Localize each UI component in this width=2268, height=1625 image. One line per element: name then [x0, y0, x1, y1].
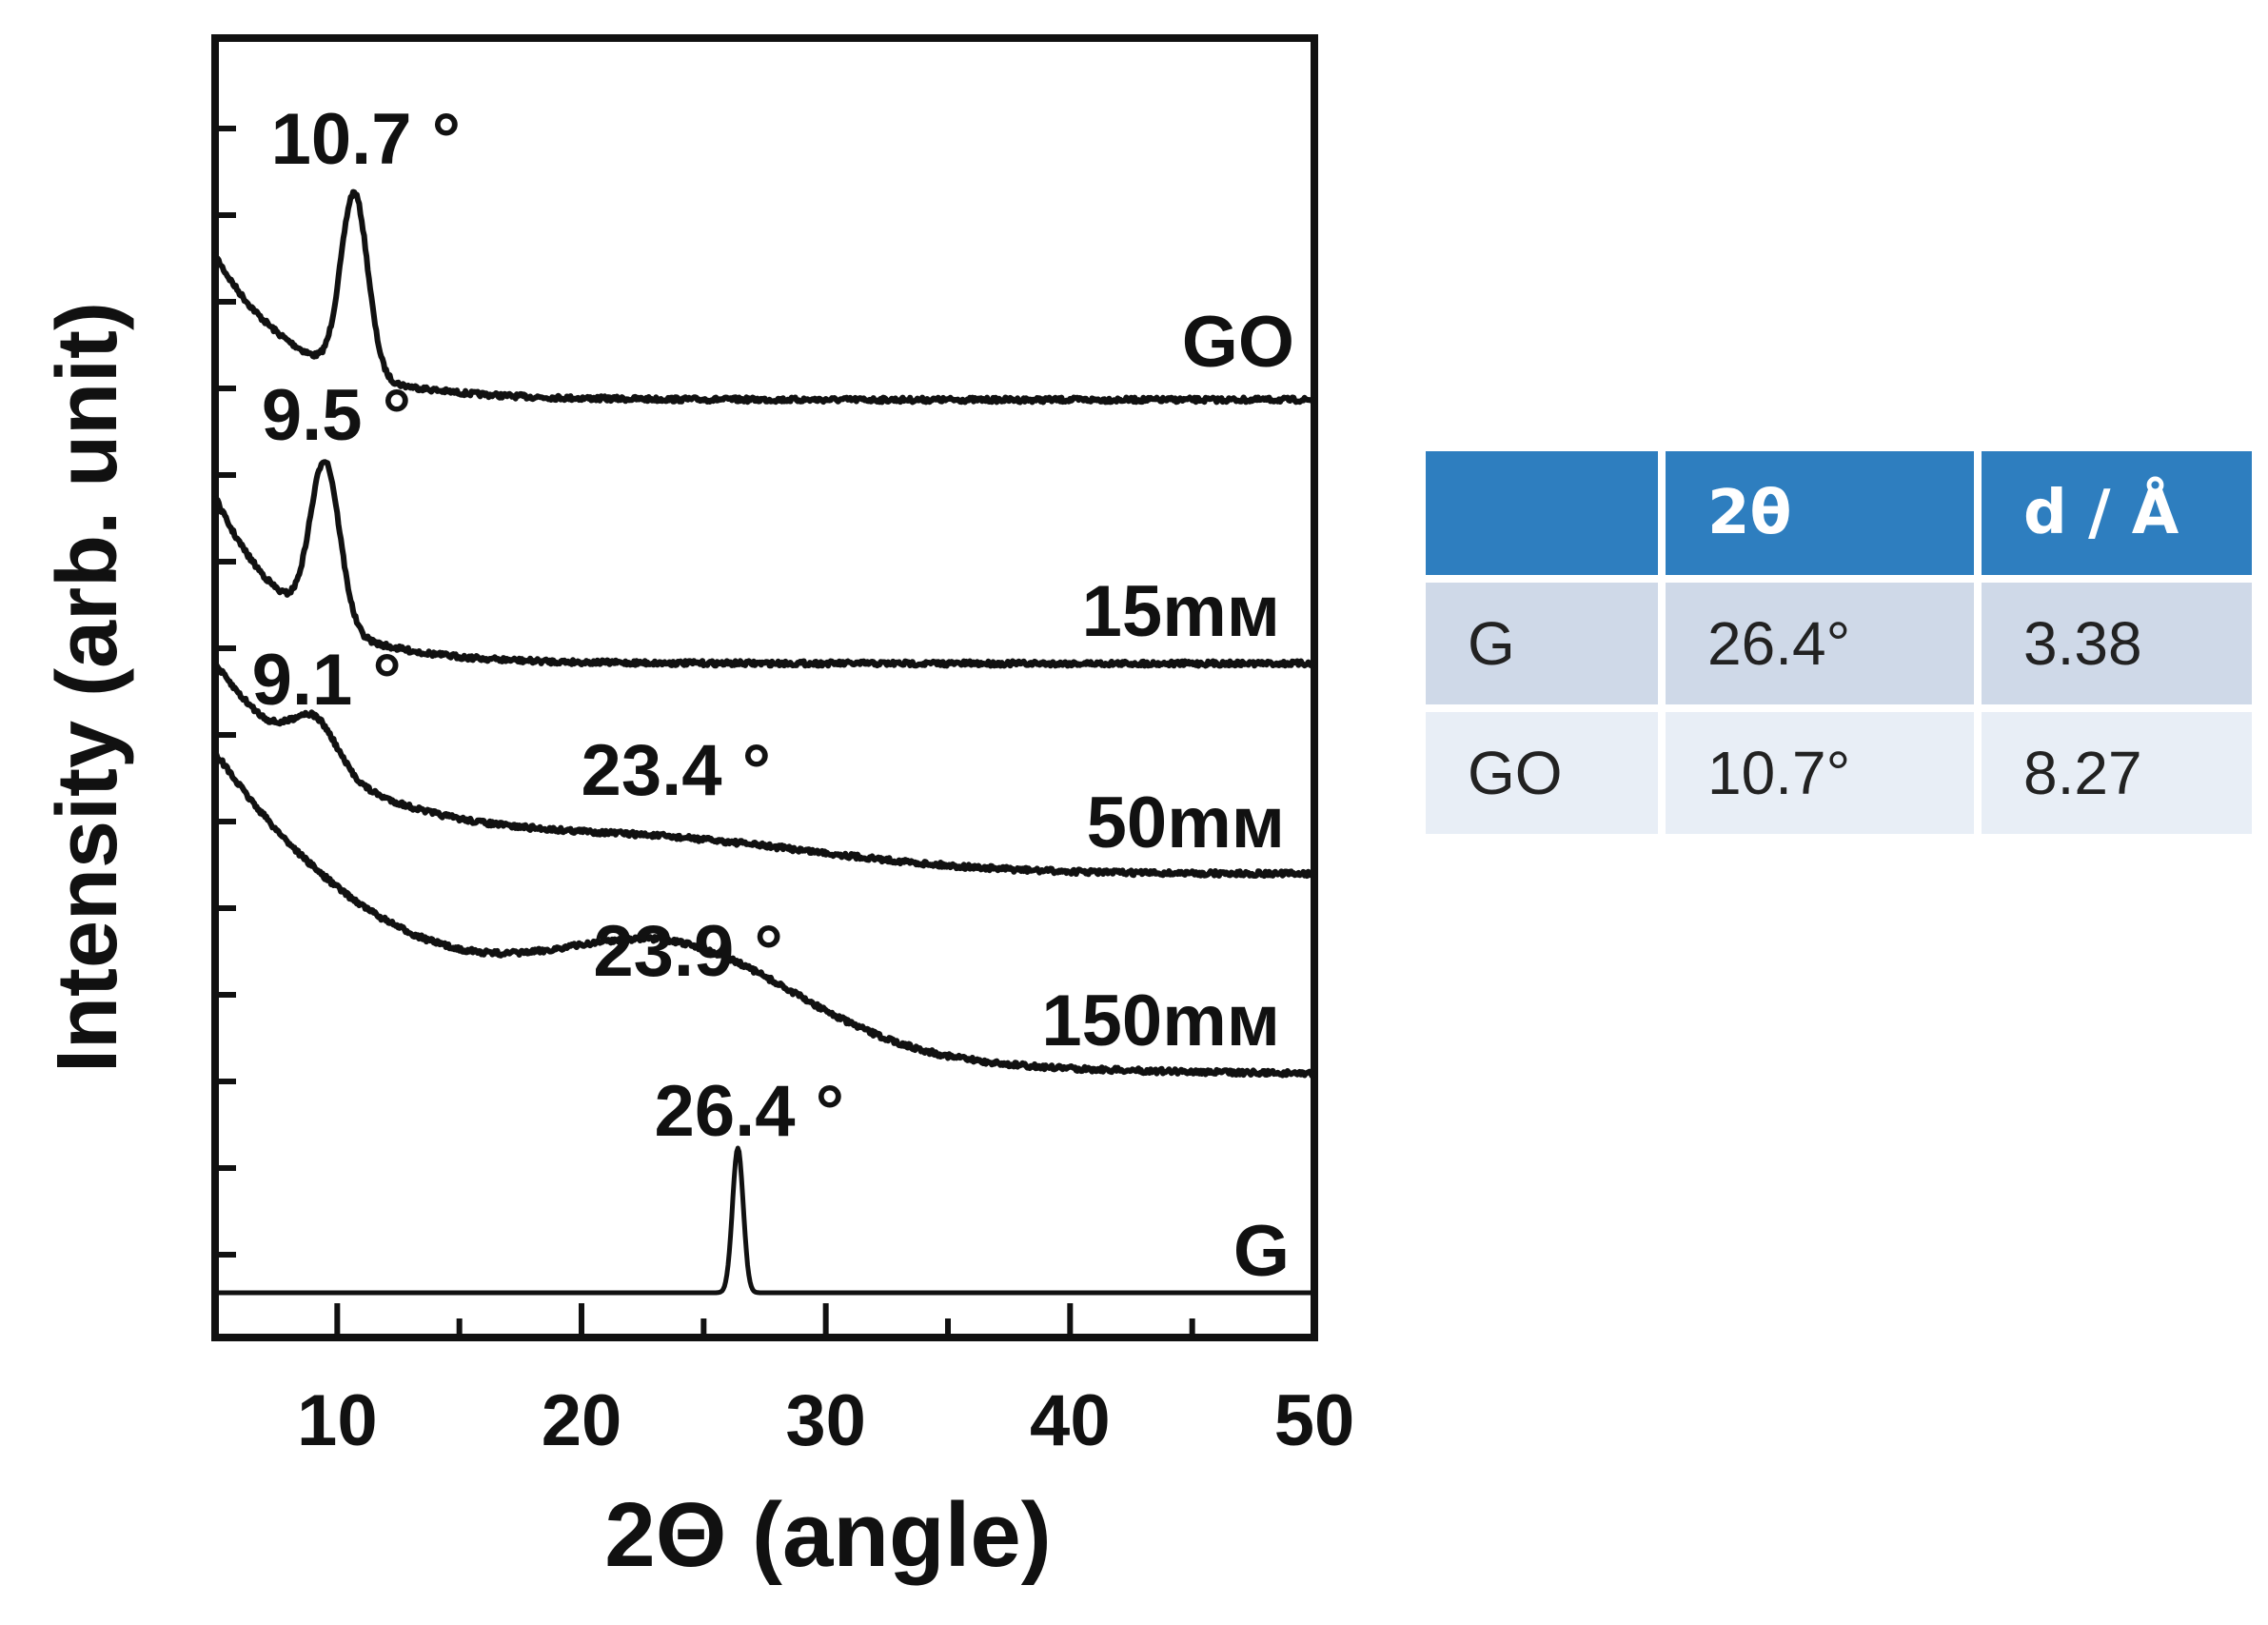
- series-line: [212, 188, 1316, 406]
- series-line: [212, 750, 1317, 1079]
- series-line: [213, 1145, 1316, 1296]
- table-header-cell: [1426, 451, 1658, 575]
- table-header-2theta: 2θ: [1666, 451, 1974, 575]
- table-header-d-spacing: d / Å: [1982, 451, 2252, 575]
- series-label: 15mм: [1082, 571, 1280, 652]
- x-tick-label: 10: [297, 1380, 378, 1461]
- series-label: G: [1233, 1211, 1290, 1292]
- peak-label: 10.7 °: [271, 99, 461, 180]
- xrd-chart: 10 20 30 40 50 GO 10.7 ° 15mм 9.5 ° 50mм 9.1 ° 23.…: [40, 34, 1355, 1586]
- x-axis-label: 2Θ (angle): [604, 1484, 1051, 1586]
- x-tick-label: 30: [785, 1380, 866, 1461]
- series-line: [213, 662, 1317, 880]
- table-cell-2theta: 10.7°: [1666, 712, 1974, 834]
- plot-frame: [211, 34, 1318, 1341]
- series-label: 150mм: [1041, 981, 1280, 1061]
- peak-label: 23.4 °: [582, 730, 771, 811]
- series-label: GO: [1182, 302, 1294, 383]
- d-spacing-table: 2θ d / Å G 26.4° 3.38 GO 10.7° 8.27: [1418, 444, 2259, 842]
- table-cell-2theta: 26.4°: [1666, 583, 1974, 704]
- peak-label: 26.4 °: [655, 1071, 844, 1152]
- peak-label: 9.1 °: [252, 640, 402, 721]
- table-cell-sample: GO: [1426, 712, 1658, 834]
- table-row: G 26.4° 3.38: [1426, 583, 2252, 704]
- table-cell-d: 8.27: [1982, 712, 2252, 834]
- table-cell-sample: G: [1426, 583, 1658, 704]
- x-tick-label: 50: [1274, 1380, 1355, 1461]
- series-label: 50mм: [1087, 783, 1285, 863]
- table-cell-d: 3.38: [1982, 583, 2252, 704]
- table-row: GO 10.7° 8.27: [1426, 712, 2252, 834]
- peak-label: 9.5 °: [262, 375, 411, 456]
- peak-label: 23.9 °: [593, 911, 782, 992]
- x-tick-label: 20: [542, 1380, 622, 1461]
- x-tick-label: 40: [1030, 1380, 1111, 1461]
- y-axis-label: Intensity (arb. unit): [40, 302, 135, 1073]
- series-line: [212, 459, 1317, 669]
- table-header-row: 2θ d / Å: [1426, 451, 2252, 575]
